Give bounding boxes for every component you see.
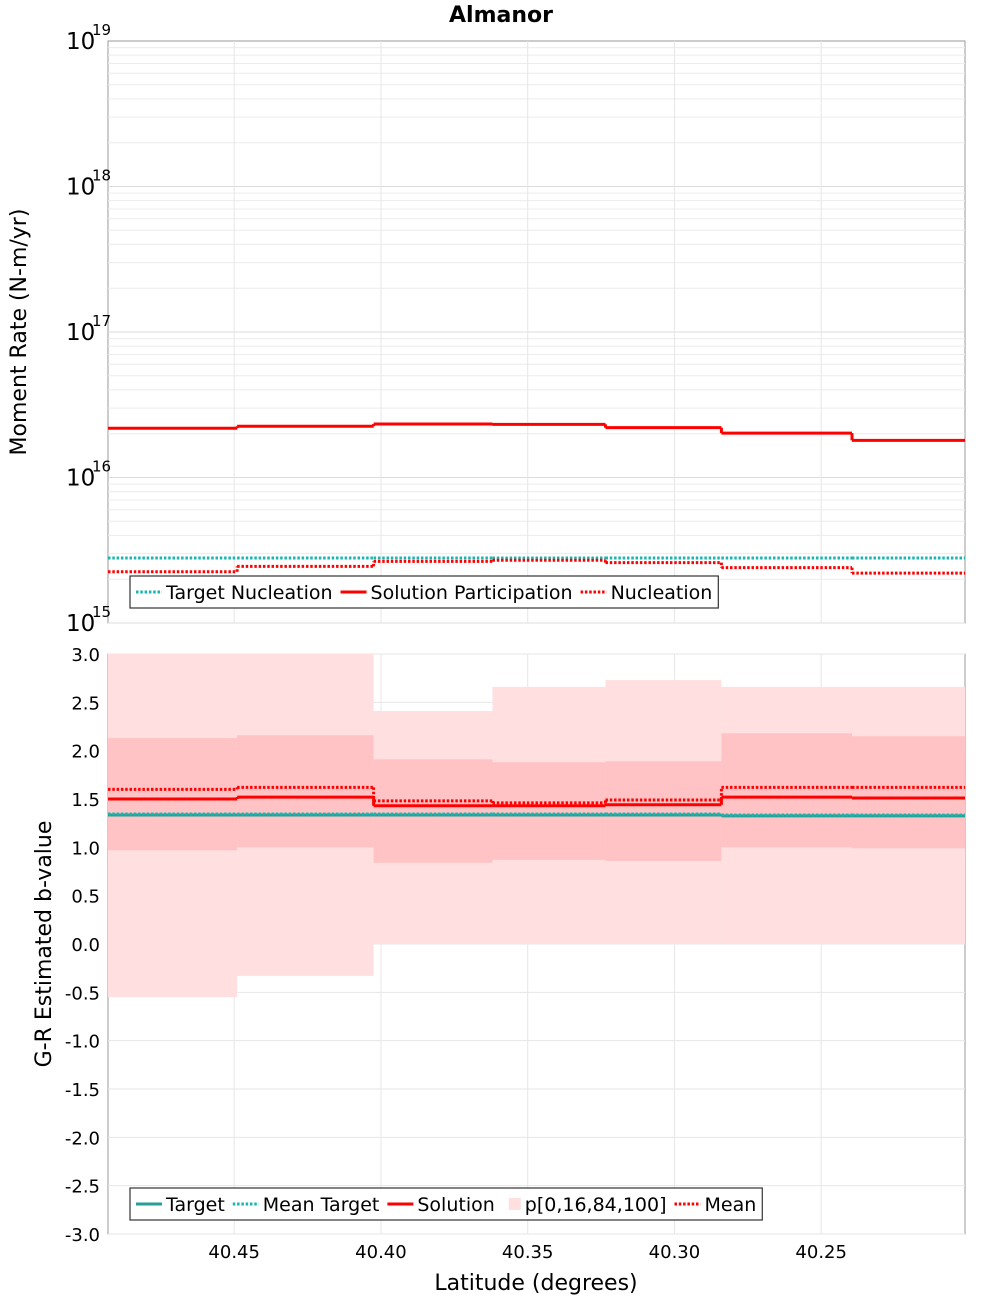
y-tick-label: 0.0 — [71, 935, 100, 956]
legend-label-solution-participation: Solution Participation — [371, 582, 573, 604]
x-ticks-bottom: 40.45 40.40 40.35 40.30 40.25 — [208, 1242, 847, 1263]
y-tick-label-base: 10 — [66, 320, 95, 346]
y-tick-label-base: 10 — [66, 175, 95, 201]
series-mean-target — [108, 812, 965, 817]
y-axis-label-bottom: G-R Estimated b-value — [32, 821, 57, 1068]
y-ticks-bottom: 3.0 2.5 2.0 1.5 1.0 0.5 0.0 -0.5 -1.0 -1.5 -2.0 -2.… — [65, 645, 100, 1246]
legend-label-mean-target: Mean Target — [263, 1194, 380, 1216]
chart-title: Almanor — [449, 3, 553, 28]
series-nucleation — [108, 558, 965, 575]
legend-box — [129, 575, 719, 609]
y-tick-label: 3.0 — [71, 645, 100, 666]
y-tick-label: 1.0 — [71, 838, 100, 859]
x-tick-label: 40.40 — [355, 1242, 407, 1263]
band-inner — [852, 736, 965, 849]
band-inner — [373, 759, 493, 863]
legend-label-target: Target — [165, 1194, 225, 1216]
legend-label-mean: Mean — [705, 1194, 757, 1216]
x-axis-label: Latitude (degrees) — [434, 1271, 637, 1296]
series-solution-participation — [108, 422, 965, 442]
b-value-plot: 3.0 2.5 2.0 1.5 1.0 0.5 0.0 -0.5 -1.0 -1.5 -2.0 -2.… — [32, 645, 966, 1296]
y-tick-label-exponent: 15 — [92, 603, 111, 621]
y-tick-label: 1.5 — [71, 790, 100, 811]
y-axis-label-top: Moment Rate (N-m/yr) — [7, 209, 32, 456]
y-tick-label-exponent: 18 — [92, 167, 111, 185]
legend-label-p-0-16-84-100: p[0,16,84,100] — [525, 1194, 667, 1216]
x-tick-label: 40.45 — [208, 1242, 260, 1263]
y-tick-label: -2.5 — [65, 1177, 100, 1198]
y-tick-label: 2.5 — [71, 693, 100, 714]
band-inner — [237, 735, 374, 848]
legend-bottom: Target Mean Target Solution p[0,16,84,100] M… — [129, 1187, 763, 1221]
y-tick-label-base: 10 — [66, 29, 95, 55]
series-top — [108, 422, 965, 575]
legend-label-nucleation: Nucleation — [611, 582, 713, 604]
x-tick-label: 40.35 — [502, 1242, 554, 1263]
y-tick-label-exponent: 16 — [92, 458, 111, 476]
legend-label-target-nucleation: Target Nucleation — [165, 582, 333, 604]
y-tick-label: -2.0 — [65, 1128, 100, 1149]
legend-top: Target Nucleation Solution Participation N… — [129, 575, 719, 609]
legend-swatch-p-0-16-84-100 — [508, 1198, 521, 1210]
y-tick-label: 0.5 — [71, 887, 100, 908]
band-inner — [492, 762, 606, 860]
series-mean — [108, 785, 965, 805]
band-inner — [108, 738, 238, 851]
y-tick-label-exponent: 17 — [92, 312, 111, 330]
y-tick-label-base: 10 — [66, 611, 95, 637]
x-tick-label: 40.30 — [649, 1242, 701, 1263]
y-tick-label: -1.5 — [65, 1080, 100, 1101]
y-tick-label: -3.0 — [65, 1225, 100, 1246]
band-inner — [721, 733, 853, 848]
y-tick-label-exponent: 19 — [92, 21, 111, 39]
x-tick-label: 40.25 — [795, 1242, 847, 1263]
grid-top — [108, 41, 965, 624]
series-solution — [108, 795, 965, 808]
y-tick-label-base: 10 — [66, 466, 95, 492]
y-tick-label: -0.5 — [65, 983, 100, 1004]
y-tick-label: 2.0 — [71, 742, 100, 763]
legend-label-solution: Solution — [417, 1194, 494, 1216]
series-bottom — [108, 785, 965, 818]
y-tick-label: -1.0 — [65, 1032, 100, 1053]
legend-box — [129, 1187, 763, 1221]
band-inner — [605, 761, 722, 861]
